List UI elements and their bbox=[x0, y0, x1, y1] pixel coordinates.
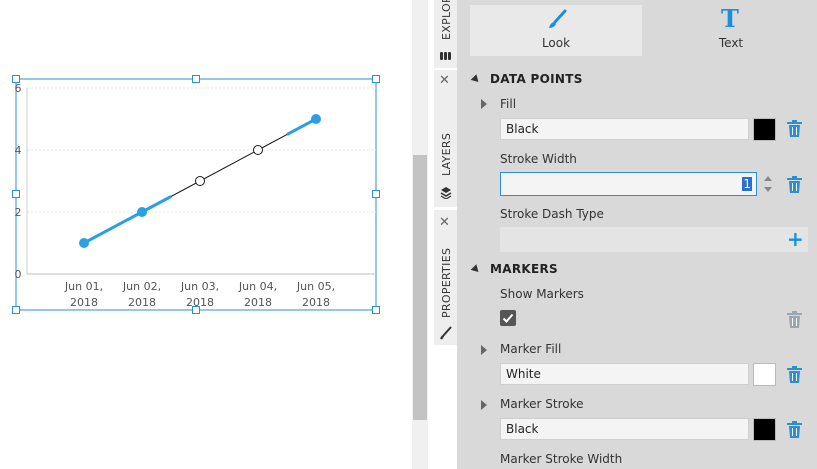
y-tick-label: 4 bbox=[15, 144, 22, 157]
tab-look-label: Look bbox=[541, 36, 571, 50]
marker-fill-color-swatch[interactable] bbox=[753, 363, 776, 386]
dashboard-canvas: 0 2 4 6 Jun 01, 2018 Jun 02, 2018 Jun 03, 2018 Jun… bbox=[0, 0, 412, 469]
side-tab-strip: EXPLORE ✕ LAYERS ✕ PROPERTIES bbox=[434, 0, 457, 469]
selection-handles[interactable] bbox=[12, 75, 380, 314]
data-point bbox=[253, 145, 263, 155]
resize-handle[interactable] bbox=[372, 190, 380, 198]
data-point bbox=[311, 114, 321, 124]
x-tick-label: 2018 bbox=[244, 296, 272, 309]
collapse-caret-icon[interactable] bbox=[470, 264, 482, 275]
stroke-width-input[interactable]: 1 bbox=[500, 172, 757, 196]
resize-handle[interactable] bbox=[12, 306, 20, 314]
y-tick-label: 0 bbox=[15, 268, 22, 281]
tab-layers-label: LAYERS bbox=[440, 132, 453, 176]
trash-icon[interactable] bbox=[787, 366, 802, 387]
x-tick-label: Jun 03, bbox=[180, 280, 219, 293]
canvas-scrollbar[interactable] bbox=[412, 0, 428, 469]
resize-handle[interactable] bbox=[192, 75, 200, 83]
tab-look[interactable]: Look bbox=[470, 5, 642, 56]
x-tick-label: Jun 01, bbox=[64, 280, 103, 293]
x-tick-label: 2018 bbox=[128, 296, 156, 309]
layers-icon bbox=[440, 184, 452, 203]
tab-properties[interactable]: ✕ bbox=[434, 210, 457, 345]
trash-icon[interactable] bbox=[787, 176, 802, 197]
marker-fill-field[interactable]: White bbox=[500, 363, 749, 385]
x-tick-label: Jun 04, bbox=[238, 280, 277, 293]
show-markers-label: Show Markers bbox=[500, 287, 584, 301]
selection-frame bbox=[15, 78, 377, 311]
fill-label: Fill bbox=[500, 97, 517, 111]
highlight-segment bbox=[141, 195, 172, 214]
tab-text[interactable]: T Text bbox=[645, 5, 817, 56]
tab-layers[interactable]: ✕ bbox=[434, 70, 457, 207]
y-tick-label: 6 bbox=[15, 82, 22, 95]
resize-handle[interactable] bbox=[12, 75, 20, 83]
x-tick-label: Jun 05, bbox=[296, 280, 335, 293]
data-point bbox=[137, 207, 147, 217]
marker-fill-label: Marker Fill bbox=[500, 342, 562, 356]
highlight-segment bbox=[286, 117, 317, 136]
section-title: DATA POINTS bbox=[490, 72, 583, 86]
x-tick-label: 2018 bbox=[186, 296, 214, 309]
resize-handle[interactable] bbox=[12, 190, 20, 198]
chart-points bbox=[79, 114, 321, 248]
section-markers[interactable]: MARKERS bbox=[457, 257, 817, 283]
trash-icon[interactable] bbox=[787, 311, 802, 332]
collapse-caret-icon[interactable] bbox=[470, 74, 482, 85]
tab-properties-label: PROPERTIES bbox=[440, 247, 453, 318]
chart-labels: 0 2 4 6 Jun 01, 2018 Jun 02, 2018 Jun 03, 2018 Jun… bbox=[15, 82, 336, 309]
tab-explore[interactable]: EXPLORE bbox=[434, 0, 457, 68]
show-markers-checkbox[interactable] bbox=[500, 310, 516, 326]
marker-stroke-label: Marker Stroke bbox=[500, 397, 584, 411]
marker-stroke-field[interactable]: Black bbox=[500, 418, 749, 440]
resize-handle[interactable] bbox=[372, 306, 380, 314]
close-icon[interactable]: ✕ bbox=[439, 215, 450, 230]
expand-caret-icon[interactable] bbox=[481, 345, 487, 355]
trash-icon[interactable] bbox=[787, 421, 802, 442]
data-point bbox=[195, 176, 205, 186]
chart-axes bbox=[26, 88, 376, 275]
resize-handle[interactable] bbox=[372, 75, 380, 83]
x-tick-label: 2018 bbox=[70, 296, 98, 309]
trash-icon[interactable] bbox=[787, 120, 802, 141]
fill-field[interactable]: Black bbox=[500, 118, 749, 140]
resize-handle[interactable] bbox=[192, 306, 200, 314]
text-icon: T bbox=[721, 4, 739, 33]
paintbrush-icon bbox=[546, 9, 568, 35]
scrollbar-thumb[interactable] bbox=[413, 155, 427, 420]
stroke-width-stepper[interactable] bbox=[761, 172, 775, 196]
stroke-dash-label: Stroke Dash Type bbox=[500, 207, 604, 221]
marker-stroke-color-swatch[interactable] bbox=[753, 418, 776, 441]
stroke-width-value: 1 bbox=[742, 177, 752, 191]
stroke-dash-field[interactable] bbox=[500, 227, 808, 252]
stroke-width-label: Stroke Width bbox=[500, 152, 577, 166]
add-icon[interactable]: + bbox=[787, 227, 804, 251]
line-chart[interactable]: 0 2 4 6 Jun 01, 2018 Jun 02, 2018 Jun 03, 2018 Jun… bbox=[0, 0, 412, 469]
expand-caret-icon[interactable] bbox=[481, 99, 487, 109]
expand-caret-icon[interactable] bbox=[481, 400, 487, 410]
section-data-points[interactable]: DATA POINTS bbox=[457, 67, 817, 93]
x-tick-label: Jun 02, bbox=[122, 280, 161, 293]
data-icon bbox=[440, 46, 452, 65]
brush-icon bbox=[440, 325, 452, 344]
tab-text-label: Text bbox=[718, 36, 744, 50]
data-point bbox=[79, 238, 89, 248]
marker-stroke-width-label: Marker Stroke Width bbox=[500, 452, 623, 466]
tab-explore-label: EXPLORE bbox=[440, 0, 453, 40]
section-title: MARKERS bbox=[490, 262, 558, 276]
highlight-segment bbox=[83, 210, 143, 245]
y-tick-label: 2 bbox=[15, 206, 22, 219]
x-tick-label: 2018 bbox=[302, 296, 330, 309]
close-icon[interactable]: ✕ bbox=[439, 73, 450, 88]
fill-color-swatch[interactable] bbox=[753, 118, 776, 141]
properties-panel: Look T Text DATA POINTS Fill Black Strok… bbox=[457, 0, 817, 469]
